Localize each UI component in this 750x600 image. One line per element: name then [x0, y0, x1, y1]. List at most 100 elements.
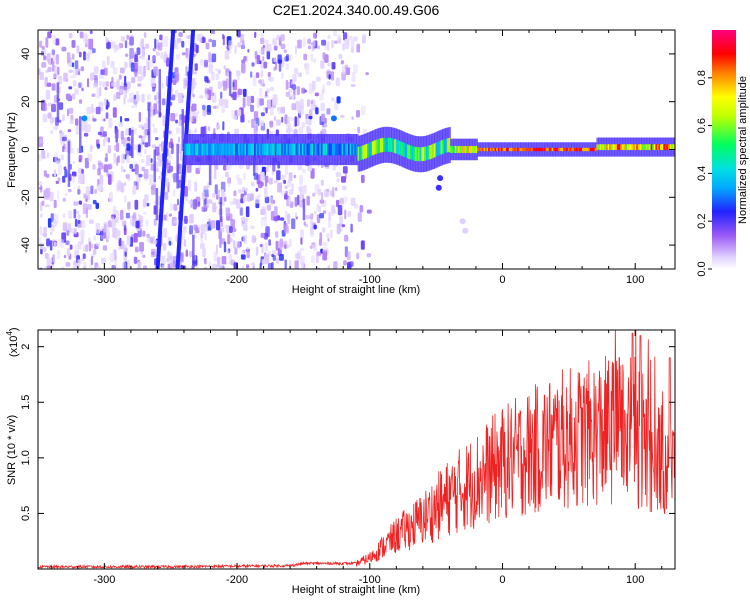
heatmap-streak: [131, 129, 134, 159]
heatmap-cell: [71, 53, 75, 60]
heatmap-cell: [146, 233, 150, 238]
heatmap-cell: [331, 62, 336, 70]
heatmap-cell: [287, 54, 293, 61]
heatmap-diagonal-streak: [155, 30, 176, 269]
heatmap-cell: [202, 36, 205, 43]
heatmap-cell: [231, 231, 235, 237]
heatmap-cell: [174, 89, 179, 98]
heatmap-cell: [285, 190, 288, 194]
heatmap-cell: [188, 179, 192, 191]
heatmap-cell: [135, 268, 139, 269]
heatmap-cell: [75, 68, 81, 76]
heatmap-cell: [135, 220, 140, 229]
heatmap-cell: [41, 200, 45, 206]
heatmap-cell: [281, 57, 285, 68]
heatmap-cell: [53, 241, 57, 247]
heatmap-cell: [106, 41, 111, 49]
x-tick-label: -300: [93, 574, 115, 586]
heatmap-cell: [206, 109, 212, 115]
heatmap-cell: [335, 187, 338, 192]
heatmap-cell: [122, 220, 127, 226]
heatmap-cell: [168, 165, 174, 172]
colorbar-tick-label: 0.8: [696, 70, 708, 85]
heatmap-cell: [78, 200, 82, 205]
heatmap-cell: [306, 99, 311, 107]
heatmap-cell: [143, 123, 149, 129]
heatmap-cell: [322, 249, 328, 261]
heatmap-cell: [299, 247, 305, 251]
snr-ticks: -300 -200 -100 0 100 0.5 1.0 1.5 2: [20, 330, 675, 586]
heatmap-cell: [84, 125, 89, 134]
heatmap-cell: [260, 256, 264, 260]
heatmap-cell: [87, 78, 90, 88]
heatmap-cell: [260, 218, 263, 228]
heatmap-cell: [308, 37, 311, 45]
heatmap-cell: [191, 103, 197, 112]
heatmap-cell: [208, 38, 213, 43]
heatmap-cell: [316, 252, 319, 264]
heatmap-cell: [47, 66, 52, 73]
heatmap-cell: [78, 154, 82, 163]
snr-xlabel: Height of straight line (km): [292, 584, 420, 596]
heatmap-cell: [273, 116, 277, 121]
heatmap-cell: [155, 168, 160, 173]
heatmap-cell: [273, 57, 277, 63]
heatmap-cell: [59, 239, 64, 248]
heatmap-cell: [124, 195, 127, 203]
heatmap-cell: [265, 226, 270, 238]
heatmap-cell: [62, 197, 66, 202]
heatmap-cell: [192, 69, 195, 75]
heatmap-cell: [67, 210, 73, 219]
heatmap-cell: [305, 69, 310, 75]
heatmap-cell: [306, 128, 312, 134]
heatmap-cell: [120, 209, 124, 220]
heatmap-cell: [66, 52, 71, 63]
heatmap-cell: [118, 122, 124, 127]
heatmap-cell: [51, 83, 56, 91]
heatmap-cell: [193, 224, 198, 231]
heatmap-cell: [77, 185, 80, 190]
heatmap-cell: [126, 143, 131, 151]
heatmap-cell: [162, 115, 166, 127]
heatmap-cell: [237, 109, 242, 117]
heatmap-cell: [175, 119, 178, 124]
heatmap-cell: [269, 121, 273, 126]
heatmap-cell: [314, 92, 319, 97]
heatmap-cell: [175, 53, 181, 60]
heatmap-cell: [310, 168, 315, 179]
colorbar-ticks: 0.0 0.2 0.4 0.6 0.8: [696, 70, 712, 277]
heatmap-cell: [120, 183, 125, 193]
heatmap-cell: [217, 81, 222, 89]
heatmap-cell: [152, 55, 156, 62]
heatmap-cell: [332, 165, 336, 171]
heatmap-cell: [227, 234, 231, 245]
heatmap-cell: [284, 244, 287, 250]
heatmap-cell: [96, 87, 100, 99]
heatmap-cell: [131, 105, 134, 109]
heatmap-cell: [104, 87, 108, 91]
heatmap-cell: [266, 50, 271, 60]
heatmap-cell: [185, 66, 188, 76]
heatmap-cell: [39, 71, 44, 80]
heatmap-cell: [56, 249, 61, 259]
heatmap-cell: [43, 247, 47, 252]
heatmap-cell: [102, 60, 106, 69]
heatmap-cell: [133, 98, 137, 108]
heatmap-cell: [340, 60, 344, 65]
heatmap-cell: [45, 89, 51, 100]
heatmap-cell: [135, 246, 139, 253]
heatmap-cell: [291, 218, 296, 230]
heatmap-streak: [176, 143, 179, 189]
heatmap-cell: [266, 99, 272, 110]
heatmap-cell: [220, 91, 223, 100]
heatmap-cell: [288, 238, 292, 248]
heatmap-cell: [39, 186, 43, 190]
heatmap-cell: [41, 45, 45, 50]
heatmap-cell: [110, 82, 114, 87]
heatmap-cell: [168, 149, 172, 160]
heatmap-cell: [151, 185, 156, 195]
heatmap-cell: [270, 196, 273, 207]
heatmap-cell: [275, 231, 279, 238]
heatmap-cell: [72, 266, 78, 269]
heatmap-cell: [258, 98, 264, 106]
